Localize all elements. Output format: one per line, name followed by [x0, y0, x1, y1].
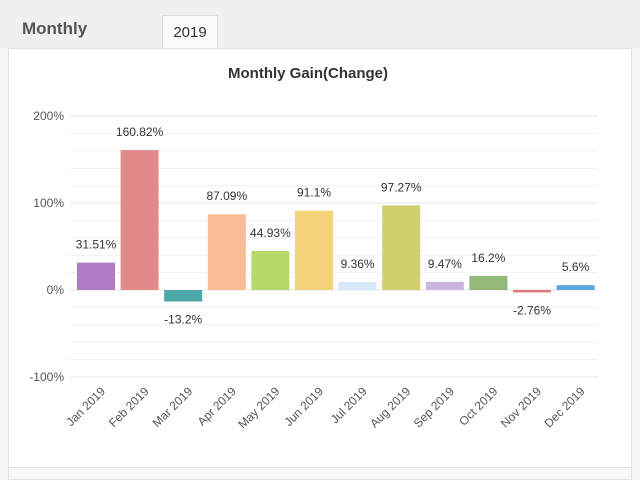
y-tick-label: -100% [29, 370, 64, 384]
x-tick-label: Dec 2019 [541, 384, 587, 430]
x-tick-label: Apr 2019 [195, 384, 240, 429]
bar-dec-2019[interactable] [556, 285, 595, 290]
x-tick-label: May 2019 [235, 384, 282, 431]
data-label: 87.09% [206, 189, 247, 203]
bar-jul-2019[interactable] [338, 281, 377, 290]
x-tick-label: Mar 2019 [150, 384, 196, 430]
bar-nov-2019[interactable] [513, 290, 551, 293]
bar-apr-2019[interactable] [207, 214, 246, 290]
data-label: -2.76% [513, 303, 551, 317]
data-label: 97.27% [381, 180, 422, 194]
y-tick-label: 100% [33, 196, 64, 210]
x-tick-label: Aug 2019 [367, 384, 413, 430]
x-tick-label: Jun 2019 [281, 384, 326, 429]
bar-oct-2019[interactable] [469, 275, 508, 290]
bar-sep-2019[interactable] [425, 281, 464, 290]
bar-jan-2019[interactable] [77, 262, 115, 290]
bar-feb-2019[interactable] [120, 150, 159, 290]
x-tick-label: Nov 2019 [498, 384, 544, 430]
bar-jun-2019[interactable] [295, 210, 333, 290]
data-label: 31.51% [76, 238, 117, 252]
y-tick-label: 200% [33, 109, 64, 123]
data-label: 9.36% [341, 257, 375, 271]
x-tick-label: Jul 2019 [328, 384, 370, 426]
bar-mar-2019[interactable] [164, 290, 203, 302]
x-tick-label: Jan 2019 [63, 384, 108, 429]
bar-may-2019[interactable] [251, 250, 290, 290]
data-label: -13.2% [164, 312, 202, 326]
tab-2019[interactable]: 2019 [162, 15, 218, 49]
y-tick-label: 0% [47, 283, 65, 297]
data-label: 9.47% [428, 257, 462, 271]
x-tick-label: Sep 2019 [411, 384, 457, 430]
bar-aug-2019[interactable] [382, 205, 421, 290]
x-tick-label: Feb 2019 [106, 384, 152, 430]
data-label: 5.6% [562, 260, 590, 274]
x-tick-label: Oct 2019 [456, 384, 501, 429]
data-label: 91.1% [297, 186, 331, 200]
chart-title: Monthly Gain(Change) [228, 65, 388, 82]
data-label: 44.93% [250, 226, 291, 240]
data-label: 160.82% [116, 125, 164, 139]
data-label: 16.2% [471, 251, 505, 265]
